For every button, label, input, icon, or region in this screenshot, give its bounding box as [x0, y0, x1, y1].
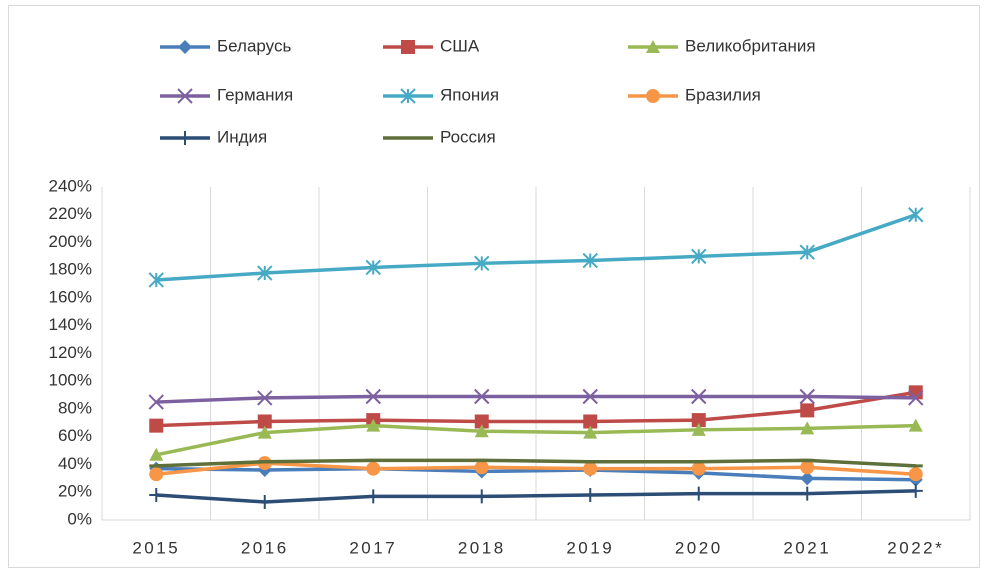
y-tick-label: 120% [49, 343, 92, 362]
legend-label: Великобритания [685, 36, 816, 55]
marker [582, 388, 598, 405]
marker [583, 461, 598, 476]
series-line [155, 423, 916, 457]
legend-marker [646, 89, 660, 103]
marker [583, 414, 598, 429]
marker [583, 425, 598, 439]
marker [257, 414, 272, 429]
legend-label: Беларусь [217, 36, 291, 55]
y-tick-label: 200% [49, 232, 92, 251]
series-line [156, 390, 917, 428]
marker [474, 388, 490, 405]
marker [799, 388, 815, 405]
x-tick-label: 2015 [132, 538, 180, 557]
y-tick-label: 60% [58, 426, 92, 445]
legend-marker [177, 88, 193, 104]
marker [908, 418, 923, 432]
series-line [156, 458, 916, 468]
y-tick-label: 160% [49, 287, 92, 306]
marker [366, 461, 381, 476]
series-line [156, 461, 916, 476]
x-tick-label: 2018 [458, 538, 506, 557]
series-line [156, 213, 917, 282]
marker [800, 486, 815, 501]
marker [366, 418, 381, 432]
y-tick-label: 240% [49, 176, 92, 195]
x-tick-label: 2016 [241, 538, 289, 557]
marker [474, 414, 489, 429]
marker [583, 488, 598, 503]
y-tick-label: 0% [67, 509, 92, 528]
marker [149, 488, 164, 503]
legend-label: Германия [217, 85, 293, 104]
series-line [156, 466, 916, 482]
marker [691, 388, 707, 405]
marker [691, 413, 706, 428]
marker [800, 403, 815, 418]
legend-label: США [440, 36, 480, 55]
marker [908, 385, 923, 400]
y-tick-label: 180% [49, 260, 92, 279]
marker [257, 494, 272, 509]
marker [908, 483, 923, 498]
series-line [156, 394, 916, 404]
x-tick-label: 2017 [349, 538, 397, 557]
marker [800, 421, 815, 435]
marker [366, 489, 381, 504]
marker [691, 422, 706, 436]
y-tick-label: 140% [49, 315, 92, 334]
marker [148, 272, 164, 288]
marker [582, 252, 598, 269]
y-tick-label: 20% [58, 482, 92, 501]
x-tick-label: 2019 [566, 538, 614, 557]
marker [365, 388, 381, 405]
legend-label: Россия [440, 127, 496, 146]
marker [800, 460, 815, 475]
marker [908, 390, 924, 406]
marker [799, 244, 815, 260]
x-tick-label: 2021 [783, 538, 831, 557]
marker [474, 255, 490, 272]
legend-label: Индия [217, 127, 267, 146]
legend-marker [178, 131, 192, 145]
marker [474, 489, 489, 504]
legend-marker [400, 88, 416, 104]
x-tick-label: 2022* [887, 538, 944, 557]
marker [257, 390, 273, 406]
marker [908, 207, 924, 223]
legend-label: Япония [440, 85, 499, 104]
marker [691, 461, 706, 476]
y-tick-label: 100% [49, 371, 92, 390]
legend-marker [178, 40, 192, 54]
y-tick-label: 80% [58, 398, 92, 417]
marker [257, 265, 273, 281]
marker [149, 467, 164, 482]
legend-label: Бразилия [685, 85, 761, 104]
marker [149, 418, 164, 433]
legend-marker [646, 40, 660, 53]
series-line [156, 489, 916, 504]
marker [691, 248, 707, 265]
marker [474, 424, 489, 438]
marker [908, 467, 923, 482]
marker [691, 486, 706, 501]
marker [800, 471, 815, 486]
x-tick-label: 2020 [675, 538, 723, 557]
marker [474, 460, 489, 475]
legend-marker [401, 40, 415, 54]
marker [365, 259, 381, 276]
y-tick-label: 220% [49, 204, 92, 223]
y-tick-label: 40% [58, 454, 92, 473]
marker [148, 394, 164, 410]
marker [257, 425, 272, 439]
marker [149, 447, 164, 461]
